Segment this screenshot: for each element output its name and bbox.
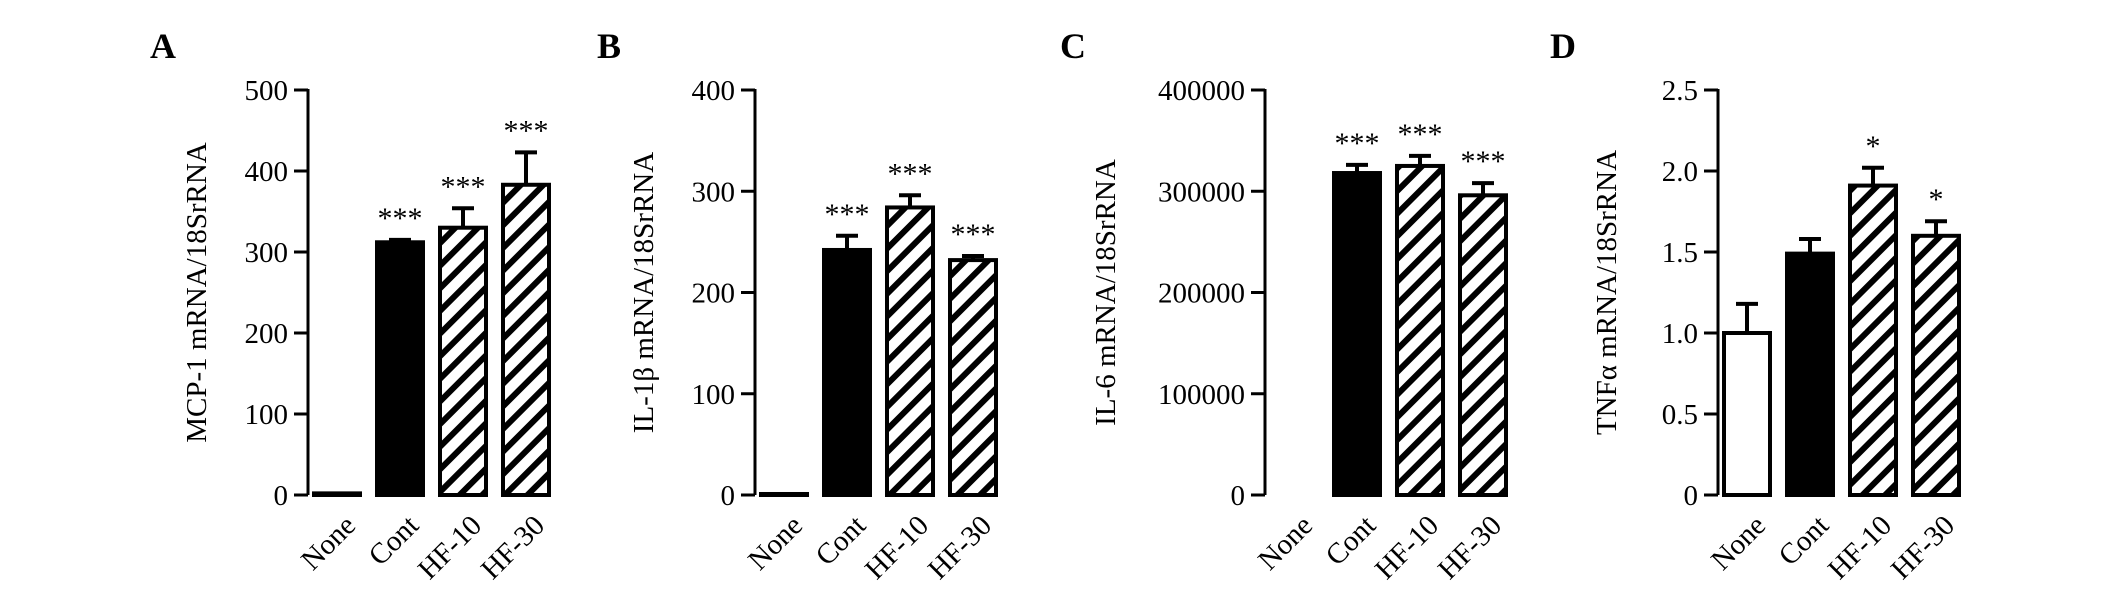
significance-label: *** [1461,145,1506,178]
significance-label: *** [888,157,933,190]
bar-hf-10 [885,205,935,497]
significance-label: *** [951,218,996,251]
significance-label: * [1929,183,1944,216]
category-label: None [1252,509,1319,576]
bar-hf-10 [1395,163,1445,497]
panel-letter: A [150,26,176,66]
significance-label: *** [1398,118,1443,151]
panel-letter: D [1550,26,1576,66]
y-tick-label: 0.5 [1662,399,1698,431]
category-label: None [1705,509,1772,576]
y-tick-label: 1.5 [1662,237,1698,269]
bar-cont [375,240,425,497]
y-tick-label: 0 [1684,480,1699,512]
y-axis-title: IL-1β mRNA/18SrRNA [628,152,660,433]
chart-panel-c: C 0 100000 200000 300000 400000 IL-6 mRNA/18Sr… [1060,26,1508,586]
y-axis-title: MCP-1 mRNA/18SrRNA [181,142,213,443]
category-label: HF-10 [1369,509,1445,585]
bar-hf-10 [1848,183,1898,498]
bar-cont [822,247,872,497]
significance-label: *** [504,114,549,147]
panel-letter: C [1060,26,1086,66]
y-tick-label: 200 [245,318,289,350]
y-tick-label: 0 [1231,480,1246,512]
y-tick-label: 1.0 [1662,318,1698,350]
y-axis-title: TNFα mRNA/18SrRNA [1591,150,1623,435]
y-tick-label: 200 [692,278,736,310]
chart-panel-a: A 0 100 200 300 400 500 MCP-1 mRNA/18SrRNA None *… [150,26,551,586]
bar-hf-30 [948,258,998,497]
category-label: HF-10 [1822,509,1898,585]
y-tick-label: 100000 [1158,379,1245,411]
y-tick-label: 400 [245,156,289,188]
y-tick-label: 100 [692,379,736,411]
category-label: HF-30 [475,509,551,585]
significance-label: *** [825,198,870,231]
y-tick-label: 200000 [1158,278,1245,310]
bar-cont [1332,171,1382,497]
y-tick-label: 100 [245,399,289,431]
category-label: HF-30 [922,509,998,585]
y-tick-label: 400000 [1158,75,1245,107]
bar-none [1722,331,1772,497]
bar-hf-30 [1911,233,1961,498]
category-label: None [742,509,809,576]
y-tick-label: 0 [274,480,289,512]
bar-hf-30 [1458,193,1508,498]
bar-cont [1785,251,1835,497]
y-tick-label: 300 [692,176,736,208]
y-tick-label: 300 [245,237,289,269]
y-tick-label: 2.5 [1662,75,1698,107]
y-tick-label: 500 [245,75,289,107]
y-tick-label: 0 [721,480,736,512]
y-tick-label: 300000 [1158,176,1245,208]
y-tick-label: 2.0 [1662,156,1698,188]
bar-none [312,491,362,498]
bar-hf-30 [501,182,551,498]
significance-label: * [1866,130,1881,163]
category-label: None [295,509,362,576]
y-axis-title: IL-6 mRNA/18SrRNA [1090,159,1122,426]
panel-letter: B [597,26,621,66]
category-label: HF-10 [412,509,488,585]
significance-label: *** [1335,127,1380,160]
bar-hf-10 [438,225,488,497]
y-tick-label: 400 [692,75,736,107]
significance-label: *** [378,202,423,235]
category-label: HF-30 [1432,509,1508,585]
significance-label: *** [441,170,486,203]
category-label: HF-10 [859,509,935,585]
category-label: HF-30 [1885,509,1961,585]
bar-none [759,491,809,497]
